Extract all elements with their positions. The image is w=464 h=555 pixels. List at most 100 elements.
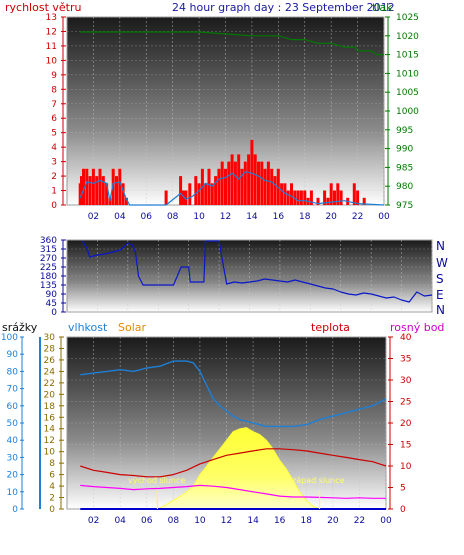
humidity-tick-label: 24	[44, 367, 56, 377]
wind-speed-bar	[124, 197, 128, 205]
wind-speed-bar	[220, 161, 224, 205]
rain-tick-label: 90	[7, 350, 19, 360]
panel3-x-tick-label: 04	[114, 516, 126, 526]
direction-tick-label: 270	[40, 254, 57, 264]
rain-tick-label: 30	[7, 453, 19, 463]
panel1-x-tick-label: 20	[325, 212, 337, 222]
panel3-x-tick-label: 16	[274, 516, 286, 526]
wind-speed-bar	[250, 139, 254, 205]
rain-tick-label: 50	[7, 419, 19, 429]
humidity-tick-label: 8	[49, 459, 55, 469]
wind-speed-bar	[101, 176, 105, 205]
wind-speed-bar	[296, 190, 300, 205]
humidity-tick-label: 6	[49, 471, 55, 481]
wind-speed-bar	[270, 168, 274, 205]
wind-speed-bar	[217, 168, 221, 205]
temperature-tick-label: 5	[400, 484, 406, 494]
wind-speed-bar	[286, 190, 290, 205]
panel1-x-tick-label: 10	[193, 212, 205, 222]
rain-tick-label: 20	[7, 471, 19, 481]
page-title: 24 hour graph day : 23 September 2012	[172, 1, 395, 14]
wind-speed-bar	[115, 176, 118, 205]
humidity-tick-label: 14	[44, 425, 56, 435]
wind-speed-bar	[243, 161, 247, 205]
dewpoint-label: rosný bod	[390, 321, 445, 334]
direction-tick-label: 225	[40, 263, 57, 273]
panel1-x-tick-label: 06	[141, 212, 153, 222]
wind-speed-bar	[326, 197, 330, 205]
wind-speed-tick-label: 6	[51, 114, 57, 124]
wind-speed-bar	[80, 176, 83, 205]
panel3-x-tick-label: 00	[380, 516, 392, 526]
pressure-tick-label: 1025	[396, 13, 419, 23]
pressure-tick-label: 980	[396, 182, 413, 192]
wind-speed-tick-label: 8	[51, 85, 57, 95]
compass-north-top: N	[436, 239, 445, 253]
temperature-tick-label: 40	[400, 333, 412, 343]
wind-speed-bar	[91, 168, 95, 205]
wind-speed-bar	[111, 168, 115, 205]
wind-speed-bar	[309, 190, 313, 205]
pressure-tick-label: 1000	[396, 107, 419, 117]
wind-speed-bar	[303, 190, 307, 205]
compass-east: E	[436, 288, 444, 302]
wind-speed-bar	[290, 183, 293, 205]
wind-speed-bar	[333, 190, 336, 205]
humidity-tick-label: 10	[44, 448, 56, 458]
wind-speed-axis-title: rychlost větru	[5, 1, 82, 14]
temperature-label: teplota	[311, 321, 350, 334]
wind-speed-bar	[179, 176, 183, 205]
wind-speed-bar	[260, 161, 264, 205]
wind-speed-bar	[214, 176, 218, 205]
panel3-x-tick-label: 20	[327, 516, 339, 526]
temperature-tick-label: 10	[400, 462, 412, 472]
wind-speed-bar	[316, 197, 320, 205]
wind-speed-tick-label: 0	[51, 201, 57, 211]
wind-speed-bar	[253, 154, 257, 205]
wind-speed-bar	[85, 168, 89, 205]
wind-speed-bar	[98, 168, 102, 205]
wind-speed-bar	[293, 190, 297, 205]
panel3-x-tick-label: 14	[247, 516, 259, 526]
wind-speed-bar	[323, 190, 327, 205]
wind-speed-tick-label: 10	[46, 56, 58, 66]
panel3-x-tick-label: 08	[168, 516, 180, 526]
pressure-line	[80, 31, 384, 56]
wind-speed-tick-label: 4	[51, 143, 57, 153]
wind-speed-bar	[121, 183, 125, 205]
wind-speed-bar	[362, 197, 366, 205]
wind-speed-bar	[356, 190, 360, 205]
wind-speed-bar	[237, 154, 241, 205]
wind-speed-bar	[188, 183, 192, 205]
humidity-tick-label: 20	[44, 390, 56, 400]
humidity-line	[80, 360, 387, 428]
direction-tick-label: 45	[46, 299, 57, 309]
sunrise-annotation: východ slunce	[128, 476, 186, 485]
humidity-tick-label: 28	[44, 344, 56, 354]
pressure-tick-label: 1015	[396, 51, 419, 61]
wind-speed-bar	[164, 190, 168, 205]
panel1-x-tick-label: 22	[352, 212, 363, 222]
temperature-line	[80, 448, 387, 478]
wind-speed-bar	[273, 176, 277, 205]
wind-speed-bar	[230, 154, 234, 205]
pressure-tick-label: 1005	[396, 88, 419, 98]
temperature-tick-label: 25	[400, 398, 411, 408]
direction-tick-label: 135	[40, 281, 57, 291]
wind-speed-bar	[95, 176, 99, 205]
panel3-x-tick-label: 18	[301, 516, 313, 526]
wind-speed-tick-label: 11	[46, 42, 57, 52]
compass-west: W	[436, 256, 448, 270]
wind-speed-bar	[207, 168, 211, 205]
wind-speed-bar	[266, 161, 270, 205]
wind-speed-tick-label: 3	[51, 158, 57, 168]
compass-north-bottom: N	[436, 303, 445, 317]
wind-speed-bar	[339, 190, 343, 205]
wind-speed-bar	[197, 183, 201, 205]
wind-speed-bar	[233, 161, 237, 205]
rain-tick-label: 100	[1, 333, 18, 343]
solar-label: Solar	[118, 321, 147, 334]
panel3-x-tick-label: 22	[354, 516, 365, 526]
